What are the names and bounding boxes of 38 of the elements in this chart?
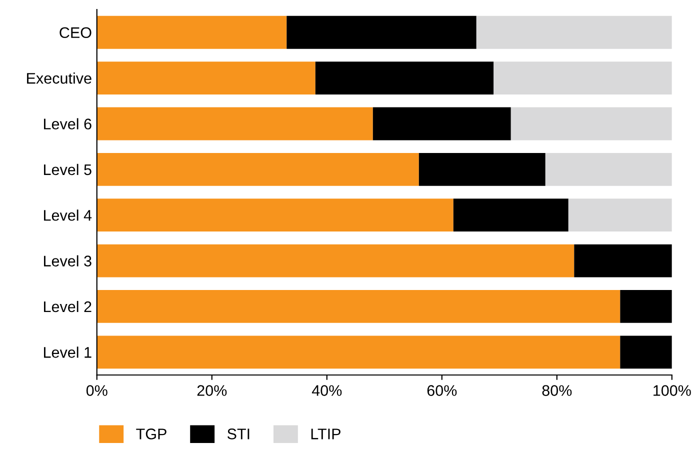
bar <box>286 16 476 49</box>
y-tick-label: Level 1 <box>44 346 92 358</box>
bar <box>96 198 454 232</box>
legend-label: STI <box>227 428 250 440</box>
x-tick-label: 80% <box>542 385 572 396</box>
bar <box>96 107 373 140</box>
x-tick-label: 0% <box>86 385 108 396</box>
y-tick-label: Level 4 <box>44 210 92 221</box>
bar <box>96 290 620 323</box>
y-tick-label: Level 5 <box>44 164 92 176</box>
bar <box>418 152 546 186</box>
bar <box>96 336 620 369</box>
bar <box>96 152 419 186</box>
bar <box>568 198 672 232</box>
y-tick-label: CEO <box>60 27 92 38</box>
bar <box>96 62 316 95</box>
bar <box>494 62 672 95</box>
legend-label: LTIP <box>311 428 340 440</box>
bar <box>96 16 287 49</box>
bar <box>620 290 672 323</box>
bar <box>620 336 672 369</box>
x-tick-label: 40% <box>312 385 342 396</box>
bar <box>510 107 672 140</box>
legend-label: TGP <box>136 428 166 440</box>
x-tick-label: 100% <box>654 385 691 396</box>
bar <box>453 198 568 232</box>
bar <box>545 152 672 186</box>
bar <box>574 244 672 278</box>
y-tick-label: Level 2 <box>44 300 92 312</box>
x-tick-label: 20% <box>197 385 227 396</box>
y-tick-label: Level 3 <box>44 255 92 266</box>
y-tick-label: Executive <box>27 72 92 84</box>
bar <box>476 16 672 49</box>
y-tick-label: Level 6 <box>44 118 92 130</box>
bar <box>372 107 511 140</box>
bar <box>96 244 574 278</box>
bar <box>315 62 494 95</box>
x-tick-label: 60% <box>427 385 457 396</box>
